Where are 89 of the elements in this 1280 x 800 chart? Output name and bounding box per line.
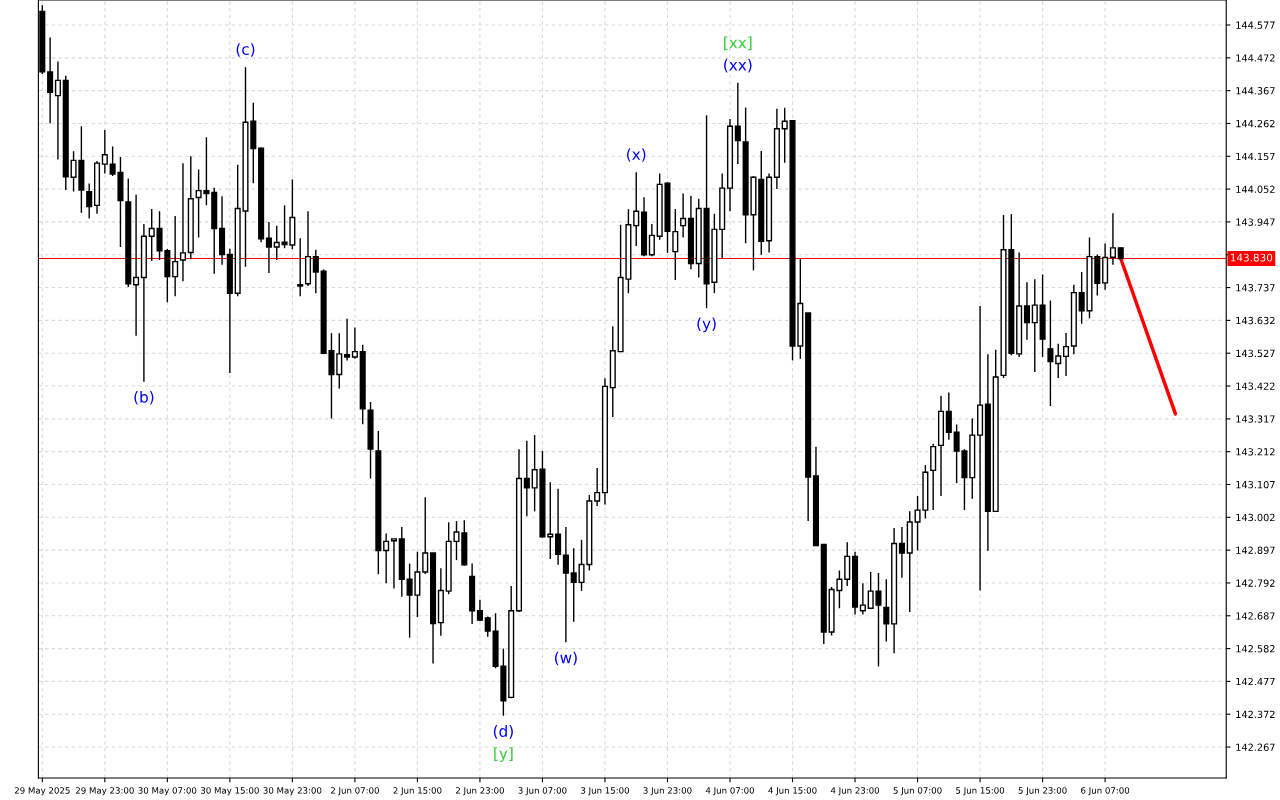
x-tick-label: 5 Jun 15:00 [956,787,1005,796]
y-tick-label: 144.157 [1236,152,1275,161]
y-tick-label: 142.687 [1236,612,1275,620]
candlestick [390,538,398,590]
candlestick [594,467,601,507]
annotation: (d) [493,725,513,739]
x-tick-label: 29 May 23:00 [75,787,134,796]
y-tick-label: 144.367 [1236,87,1275,95]
y-tick-label: 144.472 [1236,54,1275,62]
candlestick [734,82,741,165]
y-tick-label: 144.577 [1236,21,1275,29]
candlestick [930,443,937,511]
candlestick [859,582,866,616]
y-tick-label: 142.792 [1236,579,1275,587]
candlestick [680,192,687,239]
candlestick [945,391,952,441]
candlestick [1023,281,1031,341]
y-tick-label: 143.317 [1236,415,1275,423]
y-tick-label: 143.212 [1236,448,1275,456]
x-tick-label: 2 Jun 15:00 [393,787,442,796]
candlestick [101,129,108,175]
annotation: (b) [134,390,154,405]
candlestick [562,526,569,644]
candlestick [297,237,304,298]
ref-line-label: 143.830 [1230,253,1273,262]
y-tick-label: 142.267 [1236,743,1275,751]
y-tick-label: 143.527 [1236,349,1275,358]
y-tick-label: 143.737 [1236,284,1275,292]
candlestick [1055,343,1062,379]
x-tick-label: 5 Jun 23:00 [1018,787,1067,796]
y-tick-label: 142.582 [1236,645,1275,653]
candlestick [1062,332,1070,377]
y-tick-label: 143.947 [1236,218,1275,226]
candlestick [383,532,390,584]
candlestick [523,440,530,518]
candlestick [351,326,358,360]
candlestick [898,526,905,579]
candlestick [648,223,655,258]
candlestick [844,541,851,587]
annotation: (y) [697,317,716,333]
y-tick-label: 143.107 [1236,480,1275,489]
x-tick-label: 5 Jun 07:00 [893,787,942,796]
candlestick [1047,299,1054,407]
x-tick-label: 30 May 15:00 [200,787,259,796]
y-tick-label: 143.422 [1236,382,1275,390]
y-tick-label: 143.002 [1236,513,1275,522]
annotation: (xx) [724,58,752,73]
candlestick [1109,212,1116,266]
candlestick [547,481,554,560]
candlestick [172,215,179,298]
x-tick-label: 3 Jun 07:00 [518,787,567,796]
candlestick [312,249,319,294]
x-tick-label: 6 Jun 07:00 [1081,787,1130,796]
x-tick-label: 4 Jun 23:00 [830,787,880,796]
x-tick-label: 30 May 23:00 [263,787,322,796]
candlestick [54,60,61,161]
annotation: [xx] [724,36,752,51]
y-tick-label: 144.262 [1236,119,1275,128]
candlestick [1031,278,1038,373]
x-tick-label: 29 May 2025 [14,787,70,796]
candlestick [883,578,890,643]
y-tick-label: 142.897 [1236,546,1275,554]
x-tick-label: 4 Jun 15:00 [768,787,817,796]
candlestick [179,162,187,283]
y-tick-label: 143.632 [1236,316,1275,325]
candlestick [47,36,54,124]
candlestick [336,332,343,390]
y-tick-label: 142.477 [1236,677,1275,686]
x-tick-label: 2 Jun 23:00 [455,787,504,796]
annotation: (x) [627,148,646,162]
x-tick-label: 3 Jun 15:00 [581,787,630,796]
annotation: (w) [555,651,577,666]
y-tick-label: 142.372 [1236,710,1275,719]
y-tick-label: 144.052 [1236,185,1275,193]
x-tick-label: 3 Jun 23:00 [643,787,692,796]
annotation: [y] [494,747,513,763]
candlestick [133,194,140,337]
candlestick [86,182,93,220]
x-tick-label: 4 Jun 07:00 [705,787,755,796]
annotation: (c) [236,43,255,57]
candlestick [422,496,429,575]
x-tick-label: 30 May 07:00 [138,787,197,796]
candlestick [273,224,280,261]
candlestick [344,318,351,362]
candlestick [633,171,640,247]
candlestick [265,221,272,274]
x-tick-label: 2 Jun 07:00 [330,787,379,796]
candlestick [484,615,491,638]
candlestick [555,488,562,566]
